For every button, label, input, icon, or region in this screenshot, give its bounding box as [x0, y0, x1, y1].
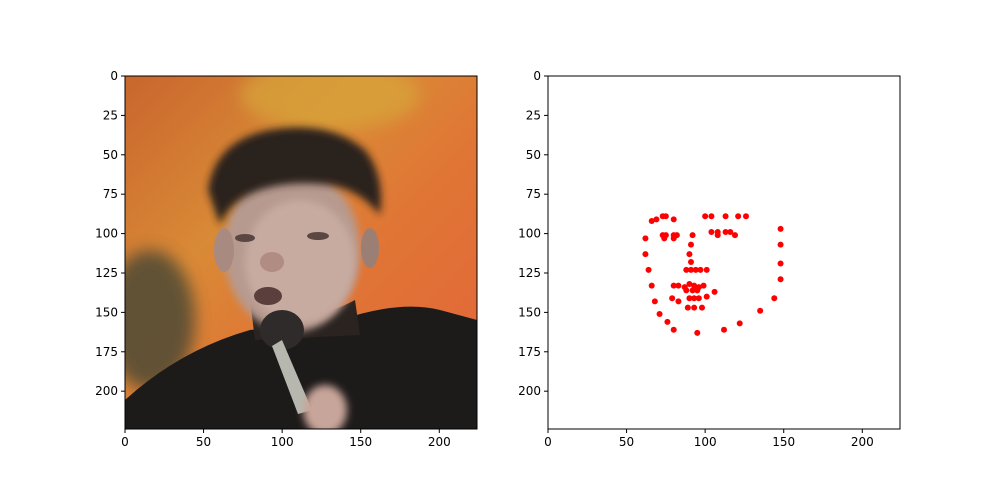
landmark-point [656, 310, 663, 317]
landmark-point [735, 213, 742, 220]
landmark-point [722, 213, 729, 220]
left-y-tick-label: 125 [95, 266, 118, 280]
landmark-point [695, 295, 702, 302]
landmark-point [688, 266, 694, 273]
left-y-tick-label: 25 [103, 108, 118, 122]
landmark-point [689, 232, 696, 239]
landmark-point [777, 225, 784, 232]
landmark-point [777, 276, 784, 283]
landmark-point [670, 326, 677, 333]
left-y-tick-label: 200 [95, 384, 118, 398]
right-y-tick-label: 200 [518, 384, 541, 398]
landmark-point [708, 213, 715, 220]
landmark-point [670, 282, 677, 289]
landmark-point [664, 318, 671, 325]
right-x-tick-label: 100 [694, 435, 717, 449]
left-y-tick-label: 100 [95, 227, 118, 241]
right-scatter-panel: 0 50 100 150 200 0 25 50 75 100 125 150 175 200 [518, 69, 901, 449]
right-y-tick-label: 75 [526, 187, 541, 201]
landmark-point [694, 287, 701, 294]
landmark-point [694, 329, 701, 336]
landmark-point [670, 235, 677, 242]
landmark-point [699, 304, 705, 311]
landmark-point [683, 287, 690, 294]
left-y-tick-label: 75 [103, 187, 118, 201]
landmark-point [653, 216, 660, 223]
landmark-point [645, 266, 652, 273]
left-y-tick-label: 150 [95, 305, 118, 319]
landmark-point [721, 326, 727, 333]
landmark-point [691, 282, 698, 289]
landmark-point [686, 295, 693, 302]
landmark-point [702, 213, 709, 220]
left-y-tick-label: 0 [110, 69, 118, 83]
landmark-point [692, 266, 699, 273]
landmark-point [771, 295, 778, 302]
landmark-point [684, 304, 691, 311]
landmark-point [777, 241, 784, 248]
landmark-point [669, 295, 676, 302]
landmark-point [700, 282, 707, 289]
left-x-tick-label: 0 [121, 435, 129, 449]
landmark-point [697, 266, 704, 273]
landmark-point [757, 307, 764, 314]
landmark-point [648, 282, 655, 289]
landmark-point [689, 287, 696, 294]
landmark-point [691, 295, 698, 302]
landmark-points [642, 213, 784, 336]
landmark-point [675, 282, 682, 289]
left-x-tick-label: 150 [349, 435, 372, 449]
left-image-panel: 0 50 100 150 200 0 25 50 75 100 125 150 175 200 [95, 69, 478, 449]
landmark-point [727, 229, 734, 236]
right-x-tick-label: 50 [619, 435, 634, 449]
landmark-point [662, 213, 669, 220]
left-x-tick-label: 50 [196, 435, 211, 449]
face-photo [125, 76, 477, 429]
right-y-tick-label: 150 [518, 305, 541, 319]
landmark-point [714, 232, 721, 239]
landmark-point [777, 260, 784, 267]
landmark-point [661, 235, 668, 242]
landmark-point [642, 235, 649, 242]
landmark-point [675, 298, 682, 305]
right-y-tick-label: 50 [526, 148, 541, 162]
left-y-tick-label: 50 [103, 148, 118, 162]
right-x-tick-label: 0 [544, 435, 552, 449]
landmark-point [688, 241, 694, 248]
landmark-point [722, 229, 729, 236]
landmark-point [691, 304, 698, 311]
left-axes-frame [124, 75, 478, 430]
landmark-point [743, 213, 749, 220]
left-y-tick-label: 175 [95, 345, 118, 359]
landmark-point [708, 229, 715, 236]
right-y-tick-label: 175 [518, 345, 541, 359]
left-axis-ticks: 0 50 100 150 200 0 25 50 75 100 125 150 175 200 [95, 69, 451, 449]
landmark-point [686, 281, 693, 288]
right-y-tick-label: 125 [518, 266, 541, 280]
left-x-tick-label: 200 [428, 435, 451, 449]
right-axis-ticks: 0 50 100 150 200 0 25 50 75 100 125 150 175 200 [518, 69, 874, 449]
landmark-point [651, 298, 658, 305]
right-y-tick-label: 25 [526, 108, 541, 122]
right-x-tick-label: 200 [851, 435, 874, 449]
landmark-point [688, 258, 694, 265]
right-axes-frame [547, 75, 901, 430]
landmark-point [683, 266, 690, 273]
landmark-point [703, 293, 710, 300]
landmark-point [736, 320, 743, 327]
right-x-tick-label: 150 [772, 435, 795, 449]
landmark-point [711, 288, 718, 295]
landmark-point [670, 216, 677, 223]
right-y-tick-label: 0 [533, 69, 541, 83]
right-y-tick-label: 100 [518, 227, 541, 241]
landmark-point [642, 251, 649, 258]
landmark-point [732, 232, 738, 239]
landmark-point [686, 251, 693, 258]
landmark-point [648, 217, 655, 224]
landmark-point [703, 266, 710, 273]
left-x-tick-label: 100 [271, 435, 294, 449]
